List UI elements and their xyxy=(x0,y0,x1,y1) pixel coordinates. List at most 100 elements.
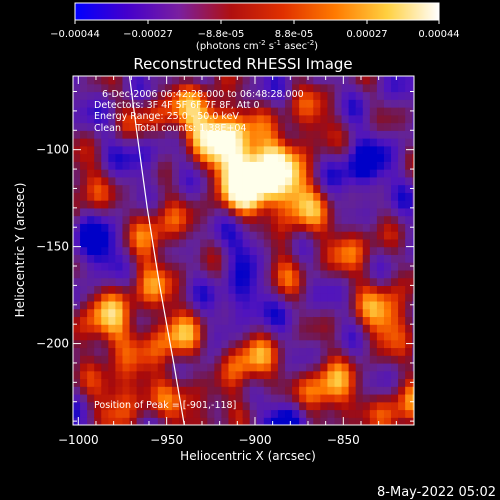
heatmap-cell xyxy=(391,316,399,325)
heatmap-cell xyxy=(263,200,272,209)
heatmap-cell xyxy=(299,378,307,387)
heatmap-cell xyxy=(200,215,208,224)
heatmap-cell xyxy=(263,262,272,271)
heatmap-cell xyxy=(207,169,215,178)
heatmap-cell xyxy=(313,192,321,201)
heatmap-cell xyxy=(341,339,350,349)
heatmap-cell xyxy=(306,417,314,425)
heatmap-cell xyxy=(285,378,293,387)
heatmap-cell xyxy=(263,238,272,248)
heatmap-cell xyxy=(256,393,265,403)
heatmap-cell xyxy=(200,393,208,403)
heatmap-cell xyxy=(101,200,109,209)
heatmap-cell xyxy=(129,231,138,240)
heatmap-cell xyxy=(362,215,371,224)
heatmap-cell xyxy=(108,207,117,217)
heatmap-cell xyxy=(405,215,413,224)
heatmap-cell xyxy=(249,269,258,279)
heatmap-cell xyxy=(369,153,378,162)
heatmap-cell xyxy=(143,138,152,147)
heatmap-cell xyxy=(369,161,378,170)
heatmap-cell xyxy=(334,161,343,170)
heatmap-cell xyxy=(164,362,173,372)
heatmap-cell xyxy=(164,184,173,193)
heatmap-cell xyxy=(73,386,81,395)
heatmap-cell xyxy=(256,161,265,170)
heatmap-cell xyxy=(355,254,364,263)
heatmap-cell xyxy=(193,192,201,201)
heatmap-cell xyxy=(285,114,293,124)
heatmap-cell xyxy=(101,238,109,248)
heatmap-cell xyxy=(80,145,88,155)
heatmap-cell xyxy=(207,122,215,131)
heatmap-cell xyxy=(376,207,385,217)
heatmap-cell xyxy=(327,409,336,418)
heatmap-cell xyxy=(412,176,414,186)
heatmap-cell xyxy=(221,153,230,162)
heatmap-cell xyxy=(348,362,357,372)
heatmap-cell xyxy=(391,401,399,411)
heatmap-cell xyxy=(376,161,385,170)
heatmap-cell xyxy=(80,91,88,100)
heatmap-cell xyxy=(285,339,293,349)
heatmap-cell xyxy=(228,153,237,162)
heatmap-cell xyxy=(348,246,357,255)
heatmap-cell xyxy=(334,370,343,380)
heatmap-cell xyxy=(405,401,413,411)
heatmap-cell xyxy=(101,184,109,193)
heatmap-cell xyxy=(179,99,187,108)
heatmap-cell xyxy=(299,238,307,248)
heatmap-cell xyxy=(412,153,414,162)
heatmap-cell xyxy=(320,324,329,333)
heatmap-cell xyxy=(256,308,265,318)
heatmap-cell xyxy=(412,231,414,240)
heatmap-cell xyxy=(171,215,180,224)
colorbar-tick-label: 0.00044 xyxy=(418,29,459,40)
heatmap-cell xyxy=(157,145,166,155)
heatmap-cell xyxy=(348,176,357,186)
heatmap-cell xyxy=(341,169,350,178)
heatmap-cell xyxy=(263,161,272,170)
heatmap-cell xyxy=(179,215,187,224)
heatmap-cell xyxy=(285,401,293,411)
heatmap-cell xyxy=(207,262,215,271)
heatmap-cell xyxy=(292,393,300,403)
heatmap-cell xyxy=(143,401,152,411)
heatmap-cell xyxy=(285,254,293,263)
heatmap-cell xyxy=(115,386,124,395)
heatmap-cell xyxy=(299,362,307,372)
heatmap-cell xyxy=(306,254,314,263)
heatmap-cell xyxy=(285,223,293,232)
heatmap-cell xyxy=(193,386,201,395)
heatmap-cell xyxy=(334,417,343,425)
heatmap-cell xyxy=(207,176,215,186)
heatmap-cell xyxy=(200,223,208,232)
heatmap-cell xyxy=(101,76,109,85)
heatmap-cell xyxy=(73,308,81,318)
heatmap-cell xyxy=(256,122,265,131)
heatmap-cell xyxy=(136,409,145,418)
heatmap-cell xyxy=(122,331,131,341)
heatmap-cell xyxy=(186,138,194,147)
heatmap-cell xyxy=(164,246,173,255)
heatmap-cell xyxy=(164,130,173,139)
heatmap-cell xyxy=(80,401,88,411)
heatmap-cell xyxy=(299,277,307,286)
heatmap-cell xyxy=(157,107,166,116)
heatmap-cell xyxy=(362,176,371,186)
heatmap-cell xyxy=(334,316,343,325)
heatmap-cell xyxy=(221,114,230,124)
heatmap-cell xyxy=(129,401,138,411)
heatmap-cell xyxy=(355,184,364,193)
heatmap-cell xyxy=(143,223,152,232)
heatmap-cell xyxy=(320,130,329,139)
heatmap-cell xyxy=(270,114,279,124)
heatmap-cell xyxy=(277,362,286,372)
heatmap-cell xyxy=(115,316,124,325)
heatmap-cell xyxy=(369,169,378,178)
heatmap-cell xyxy=(150,386,159,395)
heatmap-cell xyxy=(348,145,357,155)
heatmap-cell xyxy=(405,176,413,186)
heatmap-cell xyxy=(263,215,272,224)
heatmap-cell xyxy=(391,409,399,418)
